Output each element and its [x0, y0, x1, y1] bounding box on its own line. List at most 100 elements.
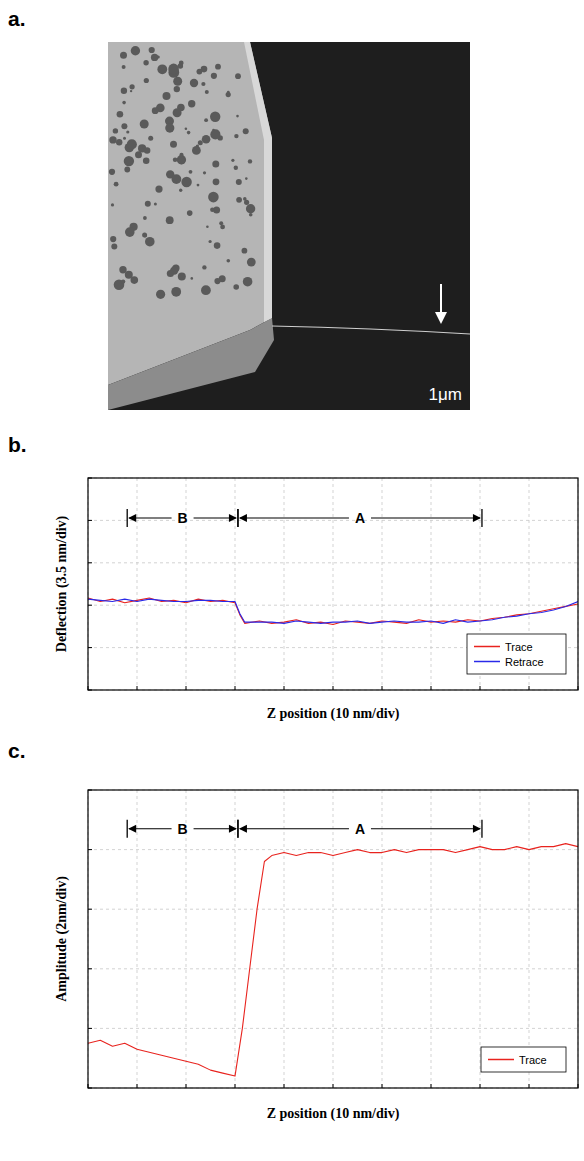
arrow-head — [473, 825, 481, 833]
pore — [121, 88, 127, 94]
pore — [143, 216, 147, 220]
pore — [205, 90, 209, 94]
pore — [204, 118, 208, 122]
legend-swatch — [474, 661, 500, 663]
grid-line — [88, 1028, 578, 1029]
plot-frame — [88, 790, 578, 1088]
range-line — [371, 517, 480, 518]
pore — [168, 64, 179, 75]
pore — [174, 86, 180, 92]
pore — [236, 115, 239, 118]
range-annotation — [127, 820, 238, 838]
pore — [175, 265, 178, 268]
pore — [242, 248, 248, 254]
pore — [210, 112, 220, 122]
pore — [121, 279, 125, 283]
grid-line — [529, 790, 530, 1088]
grid-line — [284, 478, 285, 690]
range-end — [481, 509, 482, 527]
grid-line — [431, 790, 432, 1088]
pore — [122, 101, 126, 105]
pore — [234, 166, 238, 170]
pore — [210, 208, 215, 213]
pore — [173, 77, 182, 86]
grid-line — [333, 790, 334, 1088]
pore — [248, 159, 252, 163]
grid-line — [235, 790, 236, 1088]
grid-line — [137, 790, 138, 1088]
pore — [202, 265, 206, 269]
x-axis-title: Z position (10 nm/div) — [267, 706, 400, 722]
pore — [110, 236, 116, 242]
pore — [206, 226, 209, 229]
pore — [243, 197, 247, 201]
pore — [142, 146, 145, 149]
annotation-label: B — [178, 510, 188, 526]
range-line — [240, 517, 349, 518]
legend-box — [481, 1047, 566, 1072]
data-group — [88, 598, 578, 625]
grid-line — [137, 478, 138, 690]
chart: b.BAZ position (10 nm/div)Deflection (3.… — [8, 433, 578, 722]
image-background — [108, 42, 470, 410]
chart: c.BAZ position (10 nm/div)Amplitude (2nm… — [8, 739, 578, 1122]
series-line — [88, 599, 578, 623]
pore — [211, 73, 217, 79]
pore — [209, 240, 212, 243]
pore — [130, 90, 132, 92]
arrow-head — [229, 514, 237, 522]
grid-line — [382, 790, 383, 1088]
series-line — [88, 844, 578, 1076]
pore — [235, 73, 241, 79]
pore — [245, 177, 248, 180]
pore — [130, 84, 135, 89]
panel-label: a. — [8, 7, 26, 30]
range-end — [237, 820, 238, 838]
figure: a.1μmb.BAZ position (10 nm/div)Deflectio… — [0, 0, 584, 1161]
pore — [188, 100, 195, 107]
pore — [181, 177, 191, 187]
range-line — [371, 828, 480, 829]
pore — [148, 136, 153, 141]
pore — [243, 277, 253, 287]
pore — [172, 174, 182, 184]
pore — [122, 65, 126, 69]
pore — [165, 124, 174, 133]
arrow-head — [435, 312, 447, 324]
annotation-label: B — [178, 821, 188, 837]
data-group — [88, 844, 578, 1076]
pore — [145, 237, 155, 247]
slab-bottom — [108, 318, 274, 410]
pore — [131, 276, 139, 284]
pore — [109, 169, 115, 175]
pore — [179, 189, 182, 192]
pore — [234, 134, 238, 138]
range-annotation — [238, 820, 482, 838]
annotation-label: A — [355, 510, 365, 526]
grid-line — [88, 605, 578, 606]
pore — [155, 186, 162, 193]
pore — [157, 55, 160, 58]
series-line — [88, 598, 578, 625]
pore — [189, 170, 193, 174]
pore — [236, 197, 242, 203]
grid-line — [480, 790, 481, 1088]
pore — [185, 127, 188, 130]
grid-line — [333, 478, 334, 690]
pore — [173, 108, 182, 117]
pore — [117, 111, 124, 118]
pore — [131, 46, 140, 55]
pore — [213, 178, 220, 185]
plot-area — [88, 478, 578, 690]
pore — [249, 213, 253, 217]
x-axis-title: Z position (10 nm/div) — [267, 1106, 400, 1122]
pore — [227, 259, 231, 263]
pore — [154, 202, 157, 205]
plot-frame — [88, 478, 578, 690]
annotation-label: A — [355, 821, 365, 837]
pore — [156, 290, 165, 299]
grid-line — [382, 478, 383, 690]
pore — [127, 139, 137, 149]
pore — [178, 157, 185, 164]
panel-label: c. — [8, 739, 26, 762]
